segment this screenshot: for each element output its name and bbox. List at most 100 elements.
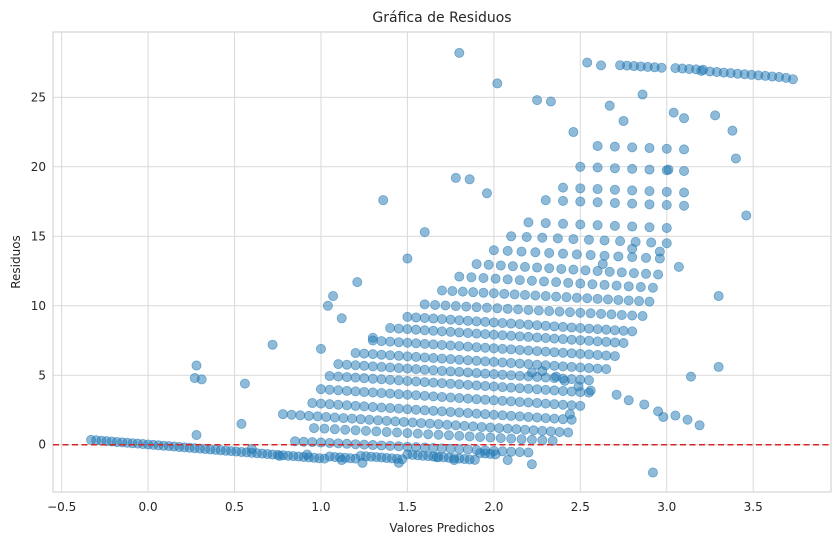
data-point [436,391,447,402]
data-point [685,371,696,382]
data-point [551,291,562,302]
data-point [604,266,615,277]
data-point [442,419,453,430]
data-point [585,308,596,319]
x-tick-label: 3.0 [657,500,676,514]
data-point [443,430,454,441]
data-point [359,373,370,384]
data-point [532,398,543,409]
data-point [558,399,569,410]
data-point [471,380,482,391]
data-point [478,272,489,283]
data-point [592,324,603,335]
data-point [359,348,370,359]
data-point [668,107,679,118]
data-point [558,321,569,332]
data-point [609,141,620,152]
data-point [454,393,465,404]
data-point [627,163,638,174]
data-point [488,445,499,456]
data-point [635,282,646,293]
data-point [376,361,387,372]
data-point [480,380,491,391]
data-point [315,384,326,395]
data-point [381,426,392,437]
data-point [627,310,638,321]
y-tick-label: 20 [31,160,46,174]
data-point [428,377,439,388]
data-point [371,426,382,437]
data-point [627,221,638,232]
data-point [436,406,447,417]
data-point [615,60,626,71]
data-point [324,437,335,448]
data-point [585,250,596,261]
data-point [551,277,562,288]
data-point [592,349,603,360]
data-point [609,325,620,336]
data-point [641,252,652,263]
data-point [338,413,349,424]
data-point [539,276,550,287]
data-point [506,231,517,242]
y-tick-label: 10 [31,299,46,313]
data-point [602,294,613,305]
data-point [544,306,555,317]
data-point [450,172,461,183]
data-point [440,300,451,311]
data-point [445,340,456,351]
data-point [558,182,569,193]
data-point [322,300,333,311]
data-point [713,291,724,302]
data-point [514,344,525,355]
data-point [352,277,363,288]
data-point [530,247,541,258]
data-point [402,389,413,400]
data-point [428,325,439,336]
data-point [431,452,442,463]
data-point [592,336,603,347]
data-point [549,321,560,332]
data-point [385,440,396,451]
data-point [385,374,396,385]
data-point [471,328,482,339]
data-point [402,351,413,362]
data-point [549,347,560,358]
data-point [303,410,314,421]
data-points [86,47,798,478]
data-point [587,279,598,290]
data-point [564,409,575,420]
data-point [519,289,530,300]
data-point [495,433,506,444]
data-point [445,443,456,454]
data-point [333,385,344,396]
x-tick-label: 1.0 [311,500,330,514]
data-point [528,425,539,436]
data-point [583,349,594,360]
data-point [540,413,551,424]
data-point [580,265,591,276]
data-point [336,455,347,466]
data-point [644,222,655,233]
data-point [639,399,650,410]
data-point [350,400,361,411]
data-point [661,186,672,197]
data-point [392,427,403,438]
data-point [497,446,508,457]
data-point [411,364,422,375]
data-point [502,455,513,466]
data-point [433,419,444,430]
data-point [558,385,569,396]
data-point [532,262,543,273]
data-point [454,341,465,352]
data-point [627,326,638,337]
data-point [454,379,465,390]
data-point [506,344,517,355]
data-point [488,409,499,420]
data-point [502,423,513,434]
chart-title: Gráfica de Residuos [372,10,511,26]
data-point [585,385,596,396]
data-point [592,162,603,173]
data-point [350,348,361,359]
